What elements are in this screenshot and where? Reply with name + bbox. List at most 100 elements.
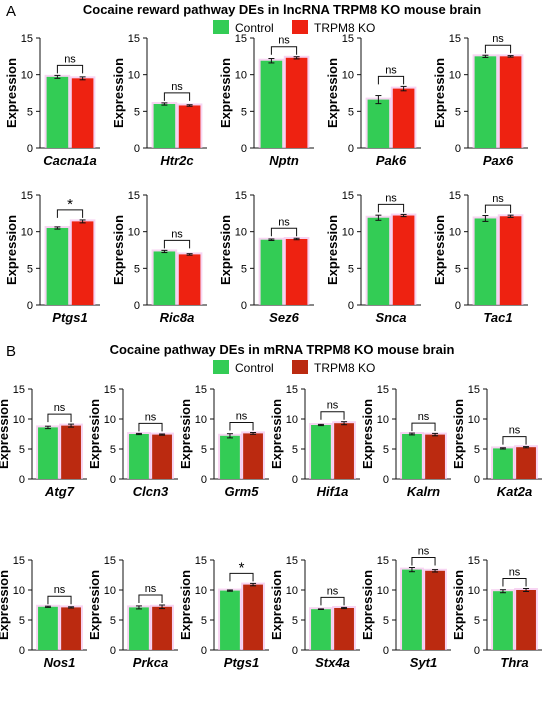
significance-bracket	[377, 203, 405, 213]
y-axis-label: Expression	[360, 570, 375, 640]
y-axis-label: Expression	[87, 570, 102, 640]
bar-ko	[285, 239, 308, 305]
y-tick-label: 5	[201, 615, 207, 627]
chart-a-pak6: 0 5 10 15 Expression ns Pak6	[325, 33, 421, 168]
significance-bracket	[47, 595, 72, 605]
y-tick-label: 5	[110, 615, 116, 627]
y-tick-label: 15	[342, 190, 354, 202]
y-axis-label: Expression	[4, 215, 19, 285]
y-tick-label: 0	[348, 300, 354, 312]
panel-a-letter: A	[6, 3, 16, 20]
bar-ko	[152, 606, 172, 650]
bar-control	[474, 56, 497, 149]
significance-label: ns	[171, 228, 183, 240]
y-tick-label: 0	[241, 300, 247, 312]
y-axis-label: Expression	[269, 570, 284, 640]
panel-b-legend-swatch-control	[213, 360, 229, 374]
y-tick-label: 5	[241, 106, 247, 118]
y-tick-label: 10	[449, 227, 461, 239]
significance-bracket	[138, 422, 163, 432]
bar-ko	[71, 78, 94, 148]
gene-label: Kalrn	[407, 484, 440, 499]
panel-a-title: Cocaine reward pathway DEs in lncRNA TRP…	[83, 2, 481, 17]
y-tick-label: 10	[13, 414, 25, 426]
y-axis-label: Expression	[325, 58, 340, 128]
y-tick-label: 0	[348, 143, 354, 155]
y-axis-label: Expression	[451, 399, 466, 469]
y-tick-label: 0	[19, 645, 25, 657]
y-tick-label: 5	[474, 615, 480, 627]
bar-control	[367, 217, 390, 305]
bar-control	[493, 591, 513, 650]
y-tick-label: 15	[195, 384, 207, 396]
y-tick-label: 5	[383, 444, 389, 456]
y-tick-label: 15	[104, 555, 116, 567]
y-tick-label: 5	[455, 106, 461, 118]
bar-control	[129, 607, 149, 650]
y-tick-label: 5	[241, 263, 247, 275]
y-tick-label: 15	[21, 190, 33, 202]
significance-bracket	[502, 578, 527, 587]
y-tick-label: 5	[27, 106, 33, 118]
gene-label: Htr2c	[160, 153, 194, 168]
gene-label: Atg7	[44, 484, 75, 499]
y-tick-label: 5	[19, 615, 25, 627]
y-axis-label: Expression	[111, 215, 126, 285]
significance-label: *	[67, 196, 73, 213]
y-tick-label: 10	[377, 585, 389, 597]
bar-ko	[178, 105, 201, 148]
panel-b-legend-ko: TRPM8 KO	[314, 361, 375, 375]
bar-control	[46, 76, 69, 148]
y-tick-label: 0	[383, 474, 389, 486]
bar-ko	[285, 57, 308, 148]
bar-control	[129, 434, 149, 479]
significance-bracket	[56, 209, 84, 218]
y-axis-label: Expression	[451, 570, 466, 640]
chart-a-sez6: 0 5 10 15 Expression ns Sez6	[218, 190, 314, 325]
y-tick-label: 10	[235, 70, 247, 82]
significance-label: ns	[327, 585, 339, 597]
y-axis-label: Expression	[218, 58, 233, 128]
y-tick-label: 15	[128, 190, 140, 202]
bar-control	[402, 569, 422, 650]
y-axis-label: Expression	[4, 58, 19, 128]
chart-a-ptgs1: 0 5 10 15 Expression * Ptgs1	[4, 190, 100, 325]
y-tick-label: 5	[348, 263, 354, 275]
y-tick-label: 10	[342, 227, 354, 239]
gene-label: Stx4a	[315, 655, 350, 670]
bar-ko	[392, 88, 415, 148]
bar-control	[402, 434, 422, 479]
significance-label: ns	[278, 35, 290, 47]
significance-label: ns	[171, 81, 183, 93]
significance-label: ns	[492, 33, 504, 45]
significance-bracket	[411, 557, 436, 566]
significance-label: ns	[54, 584, 66, 596]
gene-label: Cacna1a	[43, 153, 96, 168]
gene-label: Ric8a	[160, 310, 195, 325]
y-tick-label: 15	[13, 384, 25, 396]
significance-bracket	[320, 411, 345, 420]
y-tick-label: 0	[455, 143, 461, 155]
y-tick-label: 0	[134, 300, 140, 312]
y-tick-label: 15	[468, 555, 480, 567]
significance-label: ns	[236, 411, 248, 423]
significance-label: ns	[145, 411, 157, 423]
significance-label: ns	[54, 402, 66, 414]
y-tick-label: 10	[104, 414, 116, 426]
chart-a-tac1: 0 5 10 15 Expression ns Tac1	[432, 190, 528, 325]
panel-a-legend-ko: TRPM8 KO	[314, 21, 375, 35]
significance-bracket	[229, 422, 254, 431]
bar-ko	[499, 56, 522, 149]
significance-bracket	[411, 422, 436, 432]
y-tick-label: 0	[110, 645, 116, 657]
significance-label: ns	[418, 546, 430, 558]
chart-a-htr2c: 0 5 10 15 Expression ns Htr2c	[111, 33, 207, 168]
significance-bracket	[484, 44, 512, 54]
bar-control	[220, 590, 240, 650]
